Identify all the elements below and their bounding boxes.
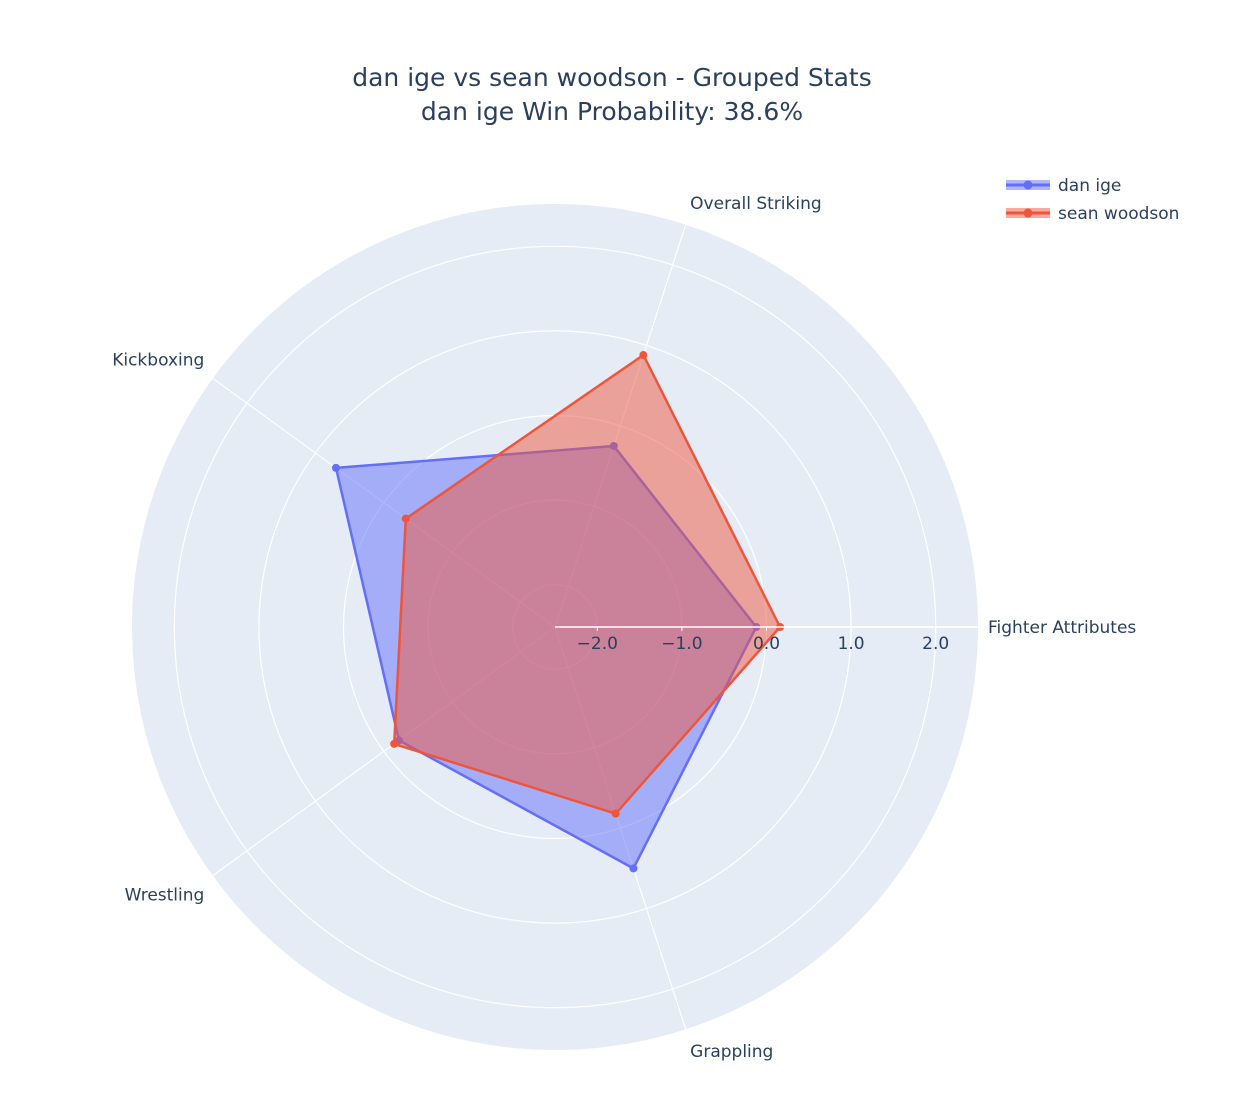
data-point[interactable] xyxy=(401,514,410,523)
legend-item[interactable]: sean woodson xyxy=(1006,204,1179,224)
legend-marker xyxy=(1023,180,1033,190)
series-area xyxy=(392,353,782,815)
series-sean-woodson xyxy=(390,351,785,818)
series-layer xyxy=(331,351,785,873)
radial-tick-label: 1.0 xyxy=(838,634,865,654)
data-point[interactable] xyxy=(611,809,620,818)
angular-label: Wrestling xyxy=(125,885,205,905)
radial-tick-label: 2.0 xyxy=(922,634,949,654)
radial-tick-label: −2.0 xyxy=(577,634,618,654)
legend-item[interactable]: dan ige xyxy=(1006,176,1121,196)
radial-ticks: −2.0 −1.0 0.0 1.0 2.0 xyxy=(555,626,978,654)
data-point[interactable] xyxy=(390,739,399,748)
angular-labels: Fighter Attributes Overall Striking Kickbo… xyxy=(112,194,1136,1062)
data-point[interactable] xyxy=(629,864,638,873)
radial-tick-label: 0.0 xyxy=(753,634,780,654)
legend-marker xyxy=(1023,208,1033,218)
legend-label: dan ige xyxy=(1058,176,1121,196)
radial-tick-label: −1.0 xyxy=(661,634,702,654)
legend: dan ige sean woodson xyxy=(1006,176,1179,224)
data-point[interactable] xyxy=(331,463,340,472)
angular-label: Grappling xyxy=(690,1042,773,1062)
chart-title: dan ige vs sean woodson - Grouped Stats xyxy=(352,63,872,92)
angular-label: Fighter Attributes xyxy=(988,618,1136,638)
data-point[interactable] xyxy=(639,351,648,360)
chart-subtitle: dan ige Win Probability: 38.6% xyxy=(421,97,803,126)
legend-label: sean woodson xyxy=(1058,204,1179,224)
angular-label: Overall Striking xyxy=(690,194,821,214)
angular-label: Kickboxing xyxy=(112,351,204,371)
